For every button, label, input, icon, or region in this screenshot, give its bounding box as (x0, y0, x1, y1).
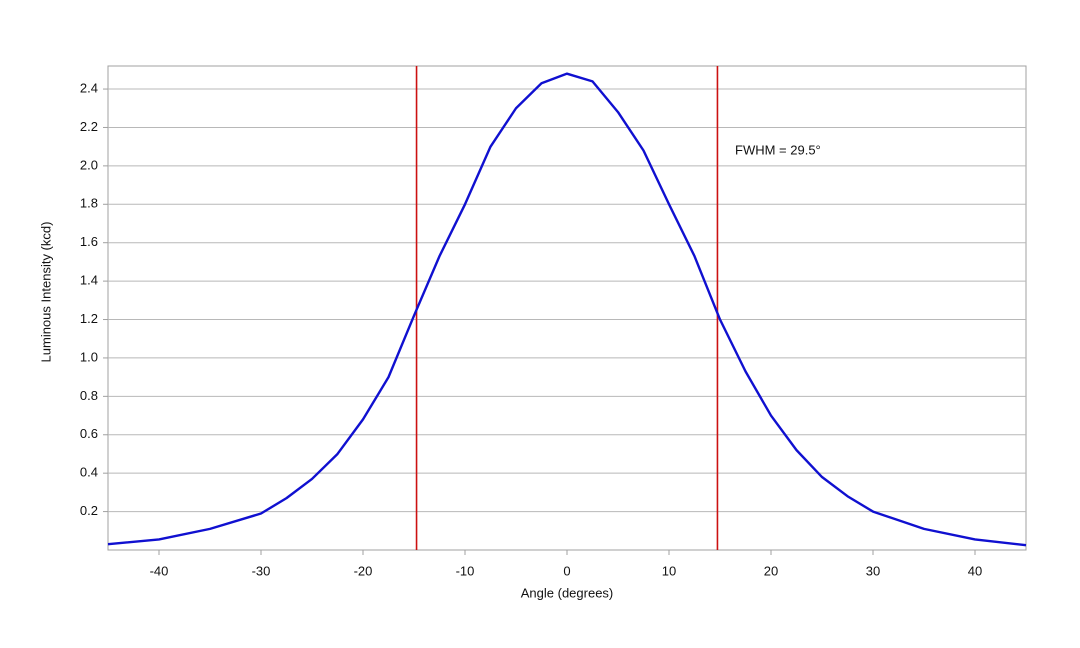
x-tick-label: 10 (662, 563, 676, 578)
y-tick-label: 0.6 (80, 426, 98, 441)
x-tick-label: -20 (354, 563, 373, 578)
x-tick-label: 40 (968, 563, 982, 578)
x-axis-label: Angle (degrees) (521, 585, 614, 600)
y-tick-label: 0.8 (80, 388, 98, 403)
x-tick-label: -30 (252, 563, 271, 578)
x-tick-label: 30 (866, 563, 880, 578)
plot-border (107, 65, 1027, 551)
y-tick-label: 2.2 (80, 119, 98, 134)
y-tick-label: 1.4 (80, 273, 98, 288)
x-tick-label: 0 (563, 563, 570, 578)
y-tick-label: 0.2 (80, 503, 98, 518)
annotation: FWHM = 29.5° (735, 142, 821, 157)
x-tick-label: -40 (150, 563, 169, 578)
x-tick-label: -10 (456, 563, 475, 578)
y-tick-label: 0.4 (80, 465, 98, 480)
y-tick-label: 2.0 (80, 157, 98, 172)
y-tick-label: 2.4 (80, 80, 98, 95)
x-tick-label: 20 (764, 563, 778, 578)
y-tick-label: 1.6 (80, 234, 98, 249)
y-tick-label: 1.2 (80, 311, 98, 326)
y-tick-label: 1.8 (80, 196, 98, 211)
y-axis-label: Luminous Intensity (kcd) (38, 222, 53, 363)
line-series (107, 72, 1027, 547)
y-tick-label: 1.0 (80, 349, 98, 364)
